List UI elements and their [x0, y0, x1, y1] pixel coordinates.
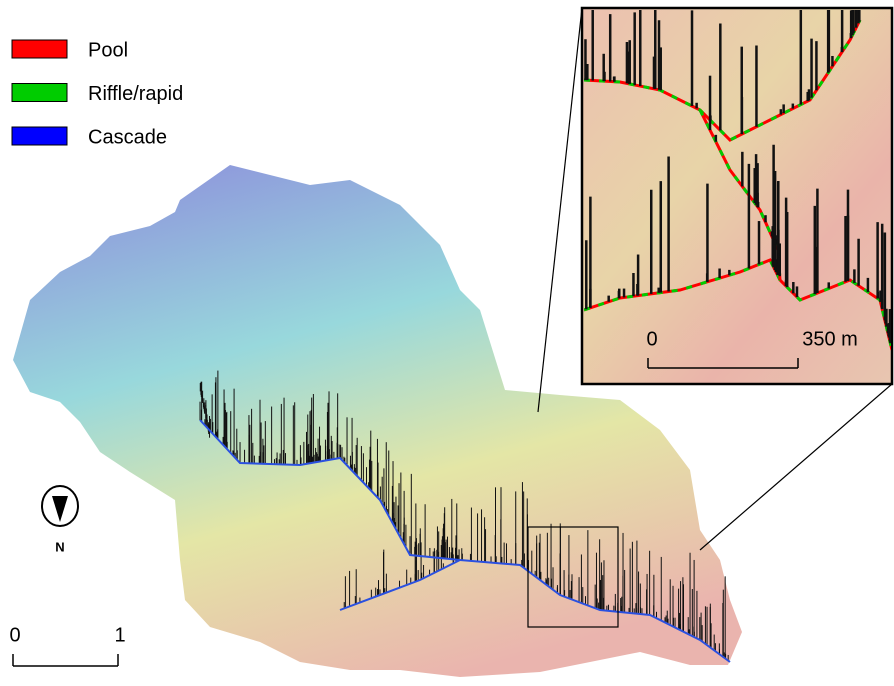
north-arrow: [41, 485, 79, 527]
inset-connector: [537, 7, 583, 413]
legend-label: Cascade: [88, 126, 167, 148]
legend-swatch: [11, 83, 68, 102]
inset-scale-bar: [647, 358, 799, 369]
scale-label: 1: [114, 624, 125, 646]
legend-label: Riffle/rapid: [88, 83, 183, 105]
inset-map: [584, 10, 891, 351]
inset-scale-label: 350 m: [802, 328, 858, 350]
legend-swatch: [11, 126, 68, 146]
stream-spikes: [199, 370, 729, 661]
scale-label: 0: [9, 624, 20, 646]
north-pointer: [52, 496, 68, 522]
watershed: [13, 165, 742, 677]
inset-extent: [527, 526, 619, 628]
inset-stream: [584, 258, 891, 351]
legend: Pool Riffle/rapid Cascade: [11, 39, 183, 148]
inset-scale-label: 0: [646, 328, 657, 350]
legend-label: Pool: [88, 39, 128, 61]
inset-stream: [584, 19, 862, 142]
legend-swatch: [11, 39, 68, 59]
north-label: N: [55, 539, 64, 554]
scale-bar: [12, 654, 119, 667]
stream: [339, 559, 461, 611]
inset-connector: [699, 383, 893, 551]
